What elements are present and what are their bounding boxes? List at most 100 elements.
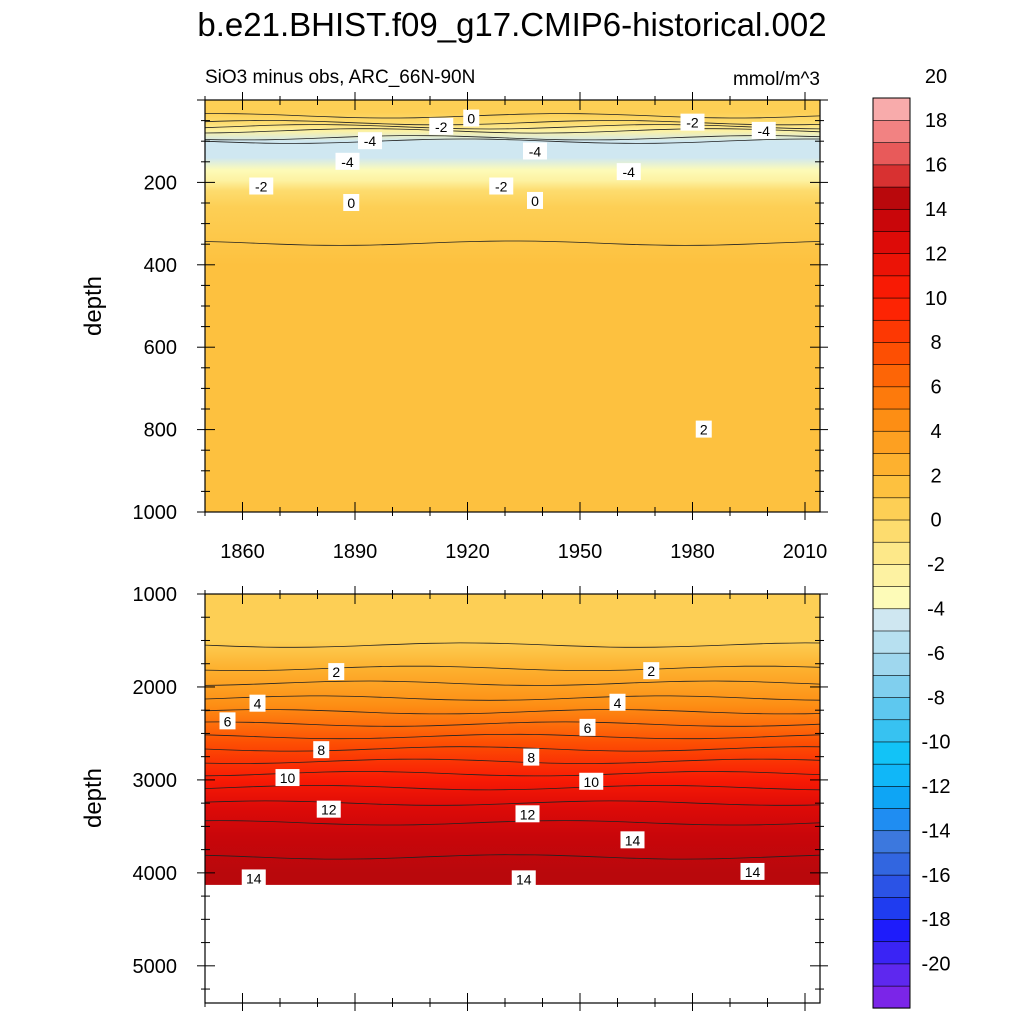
contour-label: 14 [246, 870, 262, 886]
contour-label: -4 [758, 123, 771, 139]
contour-label-box [609, 693, 626, 711]
contour-label: 2 [332, 664, 340, 680]
contour-label: 8 [317, 742, 325, 758]
colorbar-swatch [872, 497, 911, 521]
contour-label: -4 [529, 144, 542, 160]
colorbar-swatch [872, 608, 911, 632]
colorbar-swatch [872, 585, 911, 610]
colorbar-label: 10 [925, 288, 947, 310]
contour-label: 0 [347, 195, 355, 211]
contour-label: 14 [516, 871, 532, 887]
y-tick-label: 5000 [133, 956, 178, 978]
top-plot-area: 0 -2 -2 -4 -4 -4 -4 -4 -2 -2 0 0 2 [205, 100, 820, 512]
contour-label-box [275, 769, 300, 787]
contour-line [205, 695, 820, 701]
colorbar-label: -2 [927, 554, 945, 576]
bottom-panel: 2 2 4 4 6 6 8 8 10 10 12 12 14 14 14 14 1000 2000 3000 400… [80, 584, 828, 1011]
colorbar-swatch [872, 230, 911, 254]
colorbar-swatch [872, 253, 911, 277]
contour-label-box [620, 831, 645, 849]
colorbar-swatch [872, 985, 911, 1009]
contour-label-box [219, 712, 236, 730]
contour-label: 0 [531, 193, 539, 209]
top-contour-lines [205, 113, 820, 246]
contour-label: 10 [583, 774, 599, 790]
colorbar-swatch [872, 519, 911, 543]
contour-label-box [515, 805, 540, 823]
y-tick-label: 1000 [133, 584, 178, 606]
y-tick-label: 4000 [133, 863, 178, 885]
colorbar-swatch [872, 186, 911, 210]
contour-label: -4 [341, 154, 354, 170]
contour-label-box [316, 800, 341, 818]
colorbar-swatch [872, 696, 911, 721]
contour-label-box [523, 748, 540, 766]
contour-label: 14 [625, 832, 641, 848]
contour-label: -2 [435, 119, 448, 135]
colorbar-swatch [872, 452, 911, 476]
colorbar-swatch [872, 918, 911, 943]
contour-line [205, 124, 820, 130]
colorbar-swatch [872, 142, 911, 166]
colorbar-label: -16 [922, 865, 951, 887]
bottom-field [205, 594, 820, 885]
x-tick-label: 1860 [220, 541, 265, 563]
x-tick-label: 1920 [445, 541, 490, 563]
colorbar-label: 16 [925, 155, 947, 177]
contour-line [205, 135, 820, 141]
contour-label-box [328, 663, 345, 681]
colorbar-swatch [872, 341, 911, 365]
contour-label-box [463, 109, 480, 127]
colorbar-swatch [872, 430, 911, 454]
contour-line [205, 820, 820, 826]
contour-line [205, 665, 820, 671]
top-panel: 0 -2 -2 -4 -4 -4 -4 -4 -2 -2 0 0 2 1860 1890 1920 1950 1… [80, 92, 828, 563]
contour-label: 4 [614, 695, 622, 711]
contour-label-box [313, 741, 330, 759]
contour-line [205, 138, 820, 144]
bottom-axes: 1000 2000 3000 4000 5000 [133, 584, 828, 1011]
units-label: mmol/m^3 [733, 69, 820, 90]
colorbar-label: -10 [922, 732, 951, 754]
contour-label: 6 [224, 713, 232, 729]
colorbar-swatch [872, 785, 911, 809]
y-tick-label: 2000 [133, 677, 178, 699]
contour-line [205, 746, 820, 752]
top-field [205, 100, 820, 512]
top-contour-labels: 0 -2 -2 -4 -4 -4 -4 -4 -2 -2 0 0 2 [249, 109, 776, 438]
colorbar-swatch [872, 164, 911, 188]
contour-label-box [643, 662, 660, 680]
colorbar-swatch [872, 852, 911, 876]
y-tick-label: 600 [144, 337, 177, 359]
contour-label-box [579, 718, 596, 736]
colorbar-swatch [872, 275, 911, 299]
contour-label-box [680, 113, 705, 131]
colorbar-label: -20 [922, 954, 951, 976]
colorbar-swatch [872, 963, 911, 987]
contour-label-box [579, 772, 604, 790]
bottom-contour-labels: 2 2 4 4 6 6 8 8 10 10 12 12 14 14 14 14 [219, 662, 765, 888]
colorbar-swatch [872, 719, 911, 743]
contour-label-box [740, 862, 765, 880]
contour-label-box [335, 152, 360, 170]
top-y-axis-label: depth [80, 276, 107, 336]
contour-label: -2 [495, 179, 508, 195]
colorbar-swatch [872, 97, 911, 121]
contour-line [205, 721, 820, 727]
colorbar-label: -12 [922, 776, 951, 798]
contour-label-box [527, 191, 543, 209]
contour-label: 4 [254, 696, 262, 712]
panel-subtitle: SiO3 minus obs, ARC_66N-90N [205, 67, 475, 88]
contour-line [205, 785, 820, 791]
x-tick-label: 1980 [670, 541, 715, 563]
contour-label-box [358, 132, 382, 150]
bottom-frame [204, 593, 821, 1004]
contour-line [205, 240, 820, 246]
colorbar-swatch [872, 941, 911, 965]
contour-line [205, 642, 820, 648]
colorbar-swatch [872, 630, 911, 654]
contour-line [205, 771, 820, 777]
colorbar-swatch [872, 896, 911, 920]
contour-label: 12 [520, 806, 536, 822]
